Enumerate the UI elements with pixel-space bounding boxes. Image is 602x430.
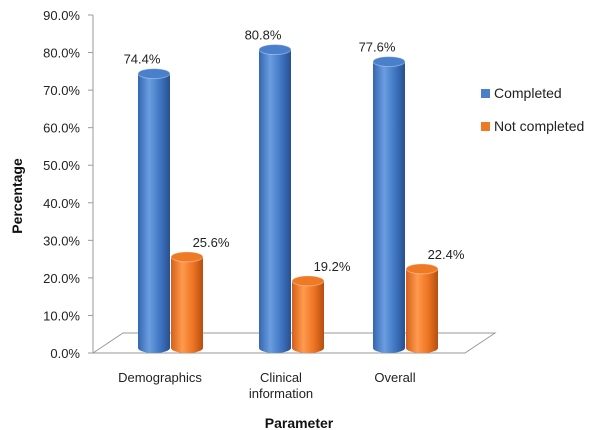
y-tick-label: 80.0% (43, 46, 80, 61)
x-tick-label: Clinical information (249, 370, 313, 401)
data-label: 74.4% (124, 52, 161, 67)
bar-body (259, 50, 291, 353)
bar-body (292, 281, 324, 353)
y-tick-label: 20.0% (43, 271, 80, 286)
bar-body (138, 74, 170, 353)
bar-top (171, 252, 203, 262)
bar-body (373, 62, 405, 353)
x-axis: Demographics Clinical information Overall (118, 370, 416, 401)
y-axis-title: Percentage (9, 158, 25, 234)
x-tick-label: Demographics (118, 370, 202, 385)
legend-label: Completed (494, 85, 562, 101)
bar: 74.4% (124, 52, 170, 353)
bar-body (406, 269, 438, 353)
data-label: 22.4% (428, 247, 465, 262)
x-tick-label: Overall (374, 370, 415, 385)
bar-top (292, 276, 324, 286)
bar-top (406, 264, 438, 274)
bar-top (138, 69, 170, 79)
legend-swatch (481, 89, 490, 98)
bar-top (373, 57, 405, 67)
data-label: 25.6% (193, 235, 230, 250)
data-label: 77.6% (359, 40, 396, 55)
y-tick-label: 60.0% (43, 121, 80, 136)
data-label: 19.2% (314, 259, 351, 274)
legend-item: Completed (481, 85, 562, 101)
y-tick-label: 30.0% (43, 233, 80, 248)
data-label: 80.8% (245, 28, 282, 43)
bar-body (171, 257, 203, 353)
legend-item: Not completed (481, 118, 584, 134)
legend: Completed Not completed (481, 85, 584, 134)
y-tick-label: 50.0% (43, 158, 80, 173)
x-axis-title: Parameter (265, 415, 334, 430)
y-tick-label: 0.0% (50, 346, 80, 361)
y-tick-label: 10.0% (43, 308, 80, 323)
y-tick-label: 90.0% (43, 8, 80, 23)
legend-label: Not completed (494, 118, 584, 134)
bar: 80.8% (245, 28, 291, 353)
y-axis: 0.0% 10.0% 20.0% 30.0% 40.0% 50.0% 60.0% 70.0% 8… (43, 8, 93, 361)
y-tick-label: 70.0% (43, 83, 80, 98)
legend-swatch (481, 122, 490, 131)
bar-top (259, 45, 291, 55)
bar: 77.6% (359, 40, 405, 353)
y-tick-label: 40.0% (43, 196, 80, 211)
bars: 74.4% 25.6% 80.8% 19.2% 77.6% 22.4% (124, 28, 465, 353)
